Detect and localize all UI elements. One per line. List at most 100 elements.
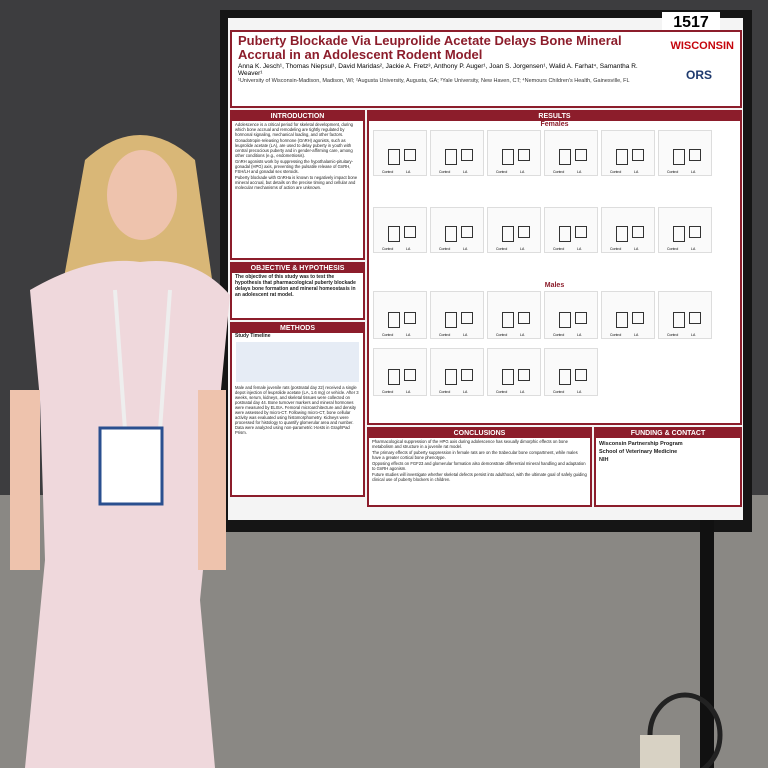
plot-box <box>632 149 644 161</box>
group-label: Control <box>382 333 394 337</box>
plot-box <box>388 149 400 165</box>
plot-box <box>445 312 457 328</box>
figure-panel: Control LA <box>430 130 484 176</box>
figure-panel: Control LA <box>658 291 712 339</box>
authors: Anna K. Jesch¹, Thomas Niepsul¹, David M… <box>238 63 638 77</box>
poster-number: 1517 <box>662 12 720 34</box>
plot-box <box>461 312 473 324</box>
bullet: Adolescence is a critical period for ske… <box>235 122 354 137</box>
group-label: LA <box>463 246 468 251</box>
plot-box <box>518 225 530 238</box>
group-label: LA <box>634 170 639 174</box>
plot-box <box>404 225 416 238</box>
group-label: LA <box>406 170 411 174</box>
group-label: Control <box>610 170 622 174</box>
section-text: Adolescence is a critical period for ske… <box>232 121 363 192</box>
figure-panel: Control LA <box>601 291 655 339</box>
plot-box <box>404 149 416 161</box>
figure-panel: Control LA <box>658 206 712 253</box>
plot-box <box>632 225 644 238</box>
figure-panel: Control LA <box>487 206 541 253</box>
group-label: Control <box>496 389 508 394</box>
section-text: Male and female juvenile rats (postnatal… <box>235 385 359 435</box>
plot-box <box>502 225 514 242</box>
figure-panel: Control LA <box>373 130 427 176</box>
group-label: Control <box>439 246 451 251</box>
figure-panel: Control LA <box>430 206 484 253</box>
group-label: Control <box>496 333 508 337</box>
bullet: The primary effects of puberty suppressi… <box>372 450 578 460</box>
subheading: Males <box>544 282 565 289</box>
figure-grid: Control LA Control LA Control LA Control LA Cont… <box>369 128 740 282</box>
group-label: LA <box>691 333 696 337</box>
plot-box <box>559 312 571 328</box>
lanyard <box>158 289 172 431</box>
plot-box <box>689 149 701 161</box>
section-heading: INTRODUCTION <box>232 112 363 121</box>
plot-box <box>461 149 473 161</box>
conclusions-panel: CONCLUSIONS Pharmacological suppression … <box>367 427 592 507</box>
plot-box <box>559 225 571 242</box>
group-label: LA <box>691 246 696 251</box>
group-label: Control <box>667 170 679 174</box>
section-text: Pharmacological suppression of the HPG a… <box>369 438 590 484</box>
lanyard <box>113 289 127 431</box>
timeline-label: Study Timeline <box>235 333 271 339</box>
results-panel: RESULTS Females Control LA Control LA Contro… <box>367 110 742 425</box>
group-label: Control <box>382 389 394 394</box>
group-label: Control <box>496 170 508 174</box>
figure-panel: Control LA <box>601 206 655 253</box>
plot-box <box>388 225 400 242</box>
plot-box <box>518 312 530 324</box>
introduction-panel: INTRODUCTION Adolescence is a critical p… <box>230 110 365 260</box>
group-label: Control <box>553 333 565 337</box>
logo: ORS <box>685 68 712 82</box>
group-label: Control <box>610 333 622 337</box>
plot-box <box>445 225 457 242</box>
plot-box <box>461 225 473 238</box>
face <box>107 150 177 240</box>
subheading: Females <box>540 121 569 128</box>
arm-right <box>198 390 226 570</box>
plot-box <box>616 149 628 165</box>
plot-box <box>445 149 457 165</box>
group-label: Control <box>553 246 565 251</box>
figure-panel: Control LA <box>544 206 598 253</box>
title-panel: Puberty Blockade Via Leuprolide Acetate … <box>230 30 742 108</box>
group-label: LA <box>691 170 696 174</box>
figure-panel: Control LA <box>601 130 655 176</box>
funding-panel: FUNDING & CONTACT Wisconsin Partnership … <box>594 427 742 507</box>
affiliations: ¹University of Wisconsin-Madison, Madiso… <box>238 78 630 84</box>
figure-panel: Control LA <box>487 291 541 339</box>
figure-panel: Control LA <box>544 347 598 396</box>
bullet: Opposing effects on FGF23 and glomerular… <box>372 461 586 471</box>
bullet: Future studies will investigate whether … <box>372 472 587 482</box>
figure-grid: Control LA Control LA Control LA Control LA Cont… <box>369 289 740 403</box>
plot-box <box>673 225 685 242</box>
group-label: LA <box>520 246 525 251</box>
figure-panel: Control LA <box>373 206 427 253</box>
plot-box <box>673 149 685 165</box>
section-heading: RESULTS <box>369 112 740 121</box>
plot-box <box>575 149 587 161</box>
poster-title: Puberty Blockade Via Leuprolide Acetate … <box>238 33 622 62</box>
arm-left <box>10 390 40 570</box>
group-label: LA <box>463 333 468 337</box>
plot-box <box>518 368 530 381</box>
plot-box <box>502 368 514 385</box>
group-label: LA <box>463 389 468 394</box>
plot-box <box>616 312 628 328</box>
plot-box <box>689 312 701 324</box>
sponsor-list: Wisconsin Partnership Program School of V… <box>596 438 740 467</box>
plot-box <box>632 312 644 324</box>
group-label: Control <box>382 170 394 174</box>
group-label: LA <box>406 389 411 394</box>
bullet: GnRH agonists work by suppressing the hy… <box>235 159 354 174</box>
plot-box <box>616 225 628 242</box>
plot-box <box>575 368 587 381</box>
group-label: Control <box>667 246 679 251</box>
timeline-figure <box>236 342 359 382</box>
sponsor: School of Veterinary Medicine <box>599 449 678 455</box>
group-label: LA <box>577 333 582 337</box>
